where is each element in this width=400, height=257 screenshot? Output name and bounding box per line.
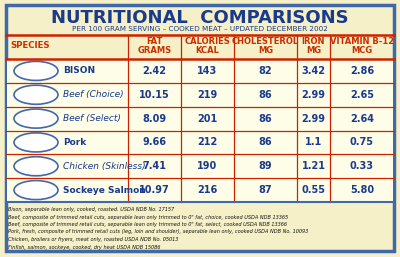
Text: PER 100 GRAM SERVING – COOKED MEAT – UPDATED DECEMBER 2002: PER 100 GRAM SERVING – COOKED MEAT – UPD… [72,26,328,32]
Bar [7,107,393,131]
Text: CALORIES
KCAL: CALORIES KCAL [185,37,230,55]
Text: 216: 216 [197,185,218,195]
Text: FAT
GRAMS: FAT GRAMS [138,37,172,55]
Text: SPECIES: SPECIES [10,41,50,50]
Text: Chicken, broilers or fryers, meat only, roasted USDA NDB No. 05013: Chicken, broilers or fryers, meat only, … [8,237,178,242]
Text: 2.86: 2.86 [350,66,374,76]
Ellipse shape [14,109,58,128]
Text: 1.1: 1.1 [305,137,322,148]
Text: 86: 86 [259,90,272,100]
Ellipse shape [14,61,58,80]
Text: 7.41: 7.41 [142,161,166,171]
Text: Pork: Pork [63,138,86,147]
Text: 2.42: 2.42 [142,66,166,76]
Text: 190: 190 [197,161,218,171]
Ellipse shape [14,85,58,104]
Text: 0.33: 0.33 [350,161,374,171]
Text: 10.15: 10.15 [139,90,170,100]
Text: 219: 219 [197,90,218,100]
Text: 9.66: 9.66 [142,137,166,148]
Text: 0.75: 0.75 [350,137,374,148]
Text: 201: 201 [197,114,218,124]
Bar [7,131,393,154]
Text: 86: 86 [259,114,272,124]
Text: Bison, separable lean only, cooked, roasted. USDA NDB No. 17157: Bison, separable lean only, cooked, roas… [8,207,174,212]
Text: IRON
MG: IRON MG [302,37,325,55]
Ellipse shape [14,181,58,200]
Text: 82: 82 [259,66,272,76]
Text: Beef (Choice): Beef (Choice) [63,90,124,99]
Text: NUTRITIONAL  COMPARISONS: NUTRITIONAL COMPARISONS [51,9,349,27]
Text: 2.99: 2.99 [302,90,326,100]
Text: VITAMIN B-12
MCG: VITAMIN B-12 MCG [330,37,394,55]
Text: BISON: BISON [63,66,95,75]
Text: 143: 143 [197,66,218,76]
Text: 87: 87 [259,185,272,195]
Ellipse shape [14,157,58,176]
Text: Beef (Select): Beef (Select) [63,114,121,123]
Text: Pork, fresh, composite of trimmed retail cuts (leg, loin and shoulder), separabl: Pork, fresh, composite of trimmed retail… [8,230,308,234]
Text: 2.64: 2.64 [350,114,374,124]
Text: 89: 89 [259,161,272,171]
Bar [7,178,393,202]
Text: 0.55: 0.55 [302,185,326,195]
Text: CHOLESTEROL
MG: CHOLESTEROL MG [232,37,299,55]
Text: 8.09: 8.09 [142,114,166,124]
Ellipse shape [14,133,58,152]
Text: 86: 86 [259,137,272,148]
Text: 212: 212 [197,137,218,148]
Text: 2.65: 2.65 [350,90,374,100]
Text: Chicken (Skinless): Chicken (Skinless) [63,162,146,171]
Text: Finfish, salmon, sockeye, cooked, dry heat USDA NDB 15086: Finfish, salmon, sockeye, cooked, dry he… [8,244,160,250]
Text: 1.21: 1.21 [302,161,326,171]
Text: Beef, composite of trimmed retail cuts, separable lean only trimmed to 0" fat, s: Beef, composite of trimmed retail cuts, … [8,222,287,227]
Text: Sockeye Salmon: Sockeye Salmon [63,186,146,195]
Bar [7,59,393,83]
Bar [7,83,393,107]
Text: 5.80: 5.80 [350,185,374,195]
Bar [7,155,393,178]
Text: 10.97: 10.97 [139,185,170,195]
Text: 3.42: 3.42 [302,66,326,76]
Text: 2.99: 2.99 [302,114,326,124]
Text: Beef, composite of trimmed retail cuts, separable lean only trimmed to 0" fat, c: Beef, composite of trimmed retail cuts, … [8,215,288,219]
